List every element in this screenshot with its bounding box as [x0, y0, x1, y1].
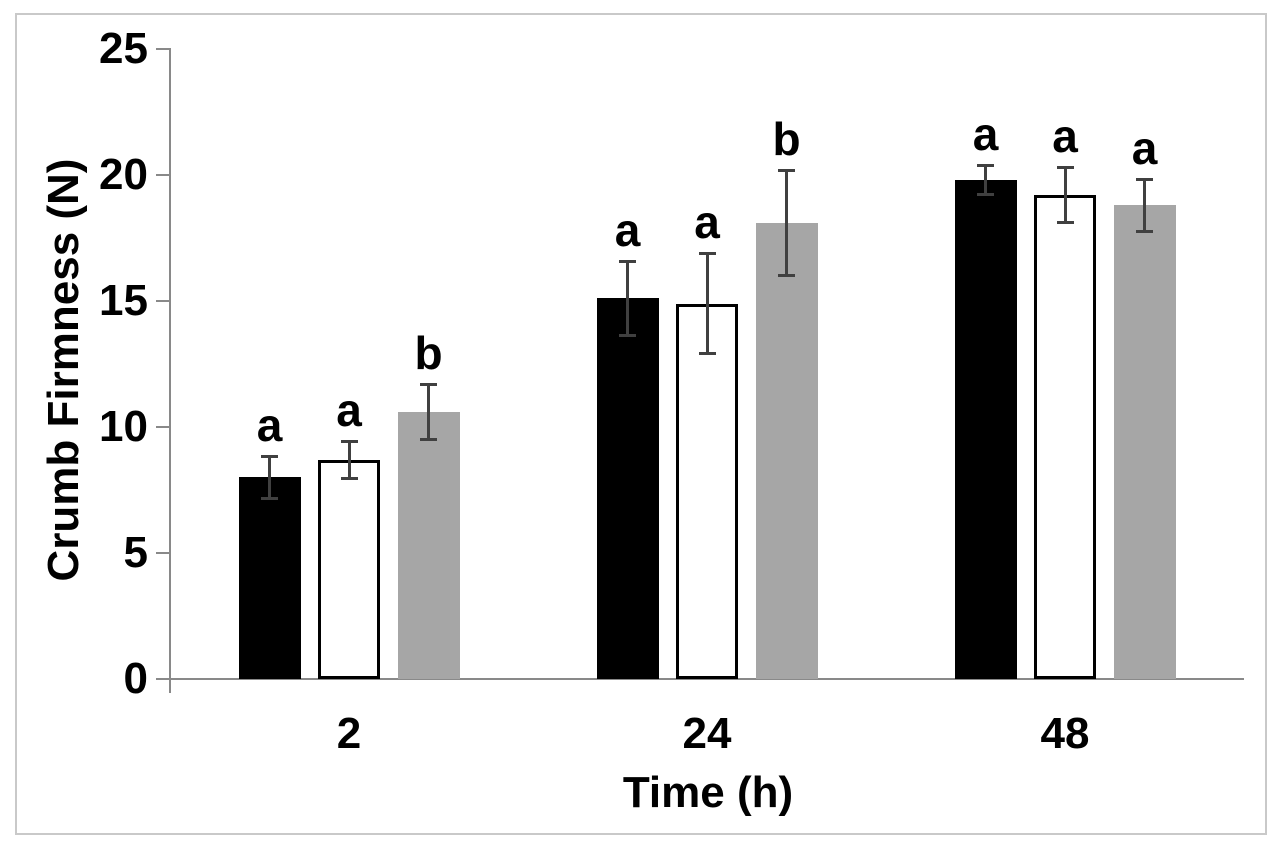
sig-letter: a [1052, 110, 1078, 163]
y-axis-tick [156, 426, 170, 428]
x-category-label: 2 [336, 709, 362, 758]
error-bar-cap-top [977, 163, 994, 167]
y-axis-tick [156, 678, 170, 680]
sig-letter: a [1131, 121, 1158, 174]
bar-gray-fill-24h [755, 222, 818, 679]
error-bar-cap-top [698, 252, 716, 256]
sig-letter: a [972, 107, 999, 160]
y-tick-label: 20 [99, 150, 148, 199]
error-bar-line [1143, 178, 1146, 232]
bar-gray-fill-48h [1113, 205, 1176, 679]
error-bar-cap-top [619, 259, 636, 263]
y-tick-label: 15 [99, 276, 148, 325]
error-bar-cap-bottom [261, 496, 278, 500]
y-axis-tick [156, 174, 170, 176]
y-tick-label: 5 [123, 528, 148, 577]
error-bar-cap-top [1056, 166, 1074, 170]
error-bar-cap-bottom [420, 437, 437, 441]
sig-letter: a [256, 398, 283, 451]
error-bar-cap-top [778, 168, 795, 172]
y-axis-tick [156, 552, 170, 554]
error-bar-line [427, 384, 430, 440]
error-bar-line [705, 253, 709, 354]
error-bar-line [626, 260, 629, 337]
x-axis-title: Time (h) [622, 768, 794, 817]
error-bar-cap-top [420, 383, 437, 387]
error-bar-line [984, 164, 987, 196]
x-category-label: 24 [682, 709, 732, 758]
bar-black-fill-2h [238, 477, 301, 679]
y-tick-label: 10 [99, 402, 148, 451]
sig-letter: a [694, 196, 720, 249]
sig-letter: b [772, 112, 801, 165]
error-bar-cap-bottom [778, 273, 795, 277]
x-category-label: 48 [1040, 709, 1090, 758]
error-bar-cap-bottom [977, 193, 994, 197]
y-axis-title: Crumb Firmness (N) [39, 158, 88, 582]
sig-letter: a [614, 203, 641, 256]
y-tick-label: 25 [99, 24, 148, 73]
bar-black-fill-48h [954, 180, 1017, 679]
error-bar-cap-bottom [619, 334, 636, 338]
bar-white-fill-2h [318, 459, 380, 679]
y-axis-tick [156, 48, 170, 50]
y-tick-label: 0 [123, 654, 148, 703]
bar-white-fill-24h [676, 303, 738, 679]
error-bar-cap-bottom [1136, 229, 1153, 233]
error-bar-cap-bottom [698, 351, 716, 355]
error-bar-line [268, 455, 271, 499]
error-bar-cap-top [1136, 177, 1153, 181]
error-bar-cap-bottom [1056, 220, 1074, 224]
sig-letter: b [414, 327, 443, 380]
error-bar-cap-top [261, 454, 278, 458]
sig-letter: a [336, 383, 362, 436]
error-bar-line [347, 440, 351, 479]
error-bar-cap-top [340, 439, 358, 443]
bar-white-fill-48h [1034, 195, 1096, 679]
error-bar-line [1063, 167, 1067, 223]
x-axis-line [169, 678, 1244, 680]
bar-gray-fill-2h [397, 411, 460, 679]
y-axis-line [169, 48, 171, 693]
bar-black-fill-24h [596, 298, 659, 679]
error-bar-line [785, 169, 788, 276]
y-axis-tick [156, 300, 170, 302]
error-bar-cap-bottom [340, 476, 358, 480]
